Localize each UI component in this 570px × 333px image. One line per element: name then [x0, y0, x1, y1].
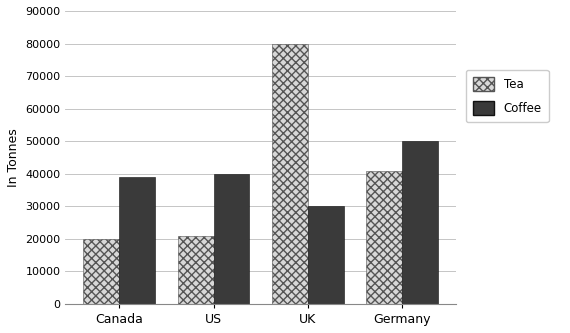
Bar — [119, 177, 155, 304]
Bar — [402, 141, 438, 304]
Bar — [367, 170, 402, 304]
Y-axis label: In Tonnes: In Tonnes — [7, 128, 20, 187]
Bar — [178, 236, 214, 304]
Bar — [308, 206, 344, 304]
Bar — [83, 239, 119, 304]
Bar — [214, 174, 250, 304]
Bar — [272, 44, 308, 304]
Legend: Tea, Coffee: Tea, Coffee — [466, 70, 549, 122]
